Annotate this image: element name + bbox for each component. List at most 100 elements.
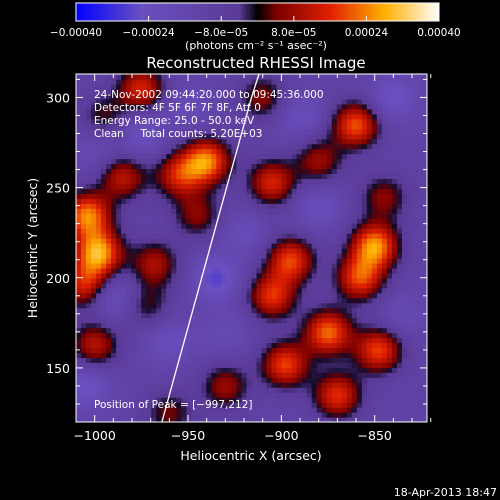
heatmap-cell [331, 302, 338, 309]
heatmap-cell [91, 223, 97, 229]
heatmap-cell [231, 238, 238, 244]
heatmap-cell [396, 83, 403, 90]
heatmap-cell [311, 252, 318, 259]
heatmap-cell [241, 168, 248, 175]
heatmap-cell [371, 128, 378, 135]
heatmap-cell [266, 173, 273, 179]
heatmap-cell [246, 168, 253, 175]
heatmap-cell [116, 302, 122, 309]
heatmap-cell [151, 83, 157, 90]
heatmap-cell [321, 178, 328, 184]
heatmap-cell [296, 267, 303, 274]
heatmap-cell [116, 282, 122, 289]
heatmap-cell [391, 367, 398, 373]
heatmap-cell [366, 223, 373, 229]
colorbar-ticks: −0.00040 −0.00024 −8.0e−05 8.0e−05 0.00024 0.… [50, 16, 461, 39]
heatmap-cell [241, 213, 248, 219]
heatmap-cell [416, 332, 423, 339]
heatmap-cell [366, 277, 373, 284]
heatmap-cell [296, 78, 303, 85]
heatmap-cell [246, 317, 253, 324]
heatmap-cell [411, 113, 418, 120]
heatmap-cell [151, 158, 157, 165]
heatmap-cell [246, 203, 253, 209]
heatmap-cell [381, 173, 388, 179]
heatmap-cell [256, 387, 263, 393]
colorbar-tick-label: −0.00024 [122, 27, 175, 39]
heatmap-cell [191, 78, 197, 85]
heatmap-cell [356, 183, 363, 189]
heatmap-cell [346, 382, 353, 388]
heatmap-cell [311, 347, 318, 353]
heatmap-cell [216, 103, 223, 110]
heatmap-cell [151, 407, 157, 413]
heatmap-cell [371, 103, 378, 110]
heatmap-cell [91, 173, 97, 179]
heatmap-cell [361, 148, 368, 155]
heatmap-cell [201, 153, 207, 160]
heatmap-cell [371, 228, 378, 234]
heatmap-cell [376, 208, 383, 214]
heatmap-cell [176, 98, 182, 105]
heatmap-cell [306, 223, 313, 229]
heatmap-cell [96, 337, 102, 344]
heatmap-cell [171, 382, 177, 388]
heatmap-cell [186, 257, 192, 264]
heatmap-cell [376, 158, 383, 165]
heatmap-cell [331, 163, 338, 170]
heatmap-cell [151, 228, 157, 234]
heatmap-cell [296, 417, 303, 422]
heatmap-cell [206, 138, 212, 145]
heatmap-cell [251, 332, 258, 339]
heatmap-cell [396, 88, 403, 95]
heatmap-cell [116, 123, 122, 130]
heatmap-cell [141, 113, 147, 120]
heatmap-cell [86, 337, 92, 344]
heatmap-cell [381, 337, 388, 344]
heatmap-cell [141, 362, 147, 368]
heatmap-cell [291, 292, 298, 299]
heatmap-cell [336, 103, 343, 110]
heatmap-cell [271, 213, 278, 219]
heatmap-cell [321, 74, 328, 80]
heatmap-cell [276, 362, 283, 368]
heatmap-cell [211, 243, 217, 249]
heatmap-cell [156, 193, 162, 199]
heatmap-cell [211, 178, 217, 184]
heatmap-cell [131, 302, 137, 309]
heatmap-cell [271, 168, 278, 175]
heatmap-cell [361, 402, 368, 408]
heatmap-cell [106, 392, 112, 398]
heatmap-cell [161, 382, 167, 388]
heatmap-cell [361, 158, 368, 165]
heatmap-cell [226, 277, 233, 284]
heatmap-cell [161, 158, 167, 165]
heatmap-cell [181, 392, 187, 398]
heatmap-cell [161, 128, 167, 135]
heatmap-cell [326, 322, 333, 329]
heatmap-cell [376, 143, 383, 150]
heatmap-cell [171, 113, 177, 120]
heatmap-cell [371, 272, 378, 279]
heatmap-cell [381, 88, 388, 95]
heatmap-cell [291, 103, 298, 110]
heatmap-cell [246, 228, 253, 234]
heatmap-cell [336, 88, 343, 95]
heatmap-cell [271, 297, 278, 304]
heatmap-cell [251, 208, 258, 214]
heatmap-cell [226, 377, 233, 383]
heatmap-cell [176, 297, 182, 304]
heatmap-cell [311, 118, 318, 125]
heatmap-cell [91, 272, 97, 279]
heatmap-cell [276, 302, 283, 309]
heatmap-cell [366, 317, 373, 324]
heatmap-cell [306, 123, 313, 130]
heatmap-cell [221, 252, 228, 259]
heatmap-cell [281, 223, 288, 229]
heatmap-cell [271, 153, 278, 160]
heatmap-cell [336, 78, 343, 85]
heatmap-cell [131, 372, 137, 378]
heatmap-cell [331, 128, 338, 135]
heatmap-cell [396, 292, 403, 299]
heatmap-cell [81, 198, 87, 204]
